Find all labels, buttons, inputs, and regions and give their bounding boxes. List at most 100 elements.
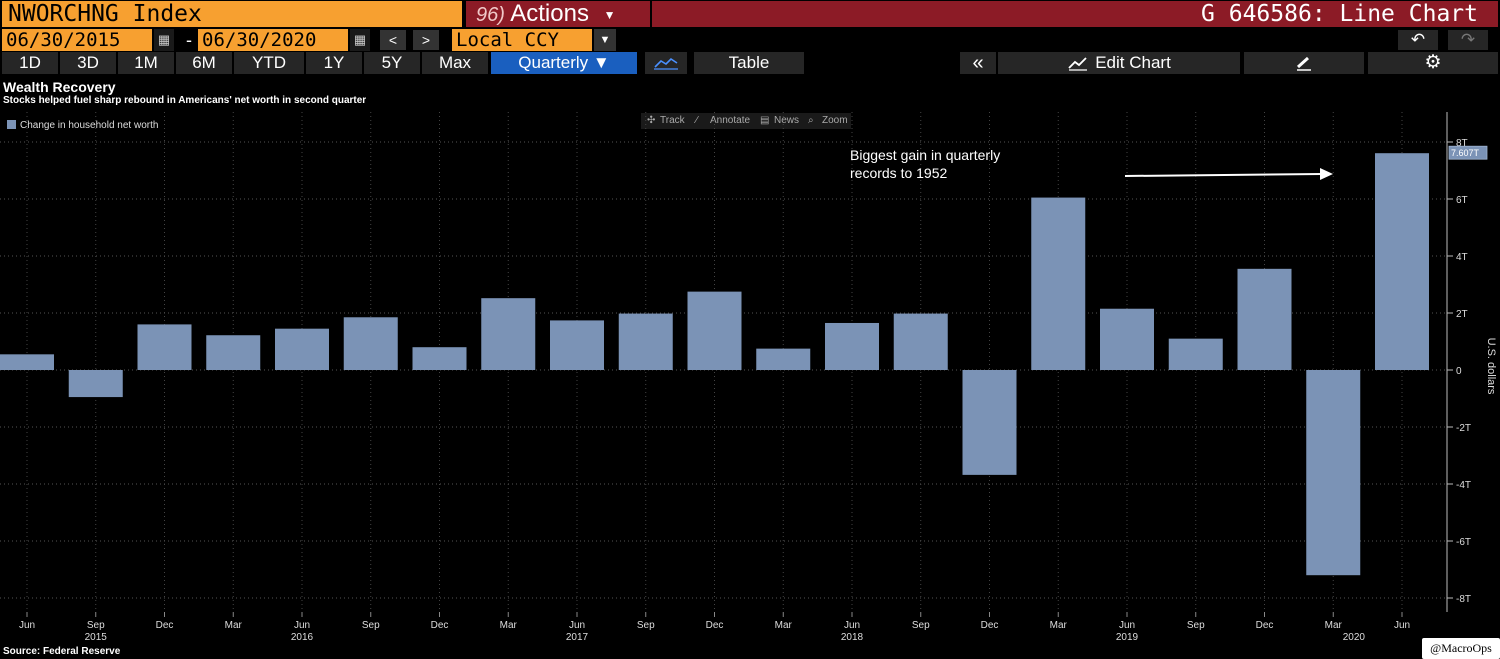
y-axis-label: U.S. dollars bbox=[1485, 338, 1497, 395]
annotation-line-2: records to 1952 bbox=[850, 165, 947, 181]
y-tick-label: -2T bbox=[1456, 423, 1471, 434]
bar-sep-2015 bbox=[68, 370, 123, 398]
legend-swatch bbox=[7, 120, 16, 129]
y-tick-label: -6T bbox=[1456, 537, 1471, 548]
track-button[interactable]: Track bbox=[660, 115, 685, 126]
chevron-down-icon: ▼ bbox=[603, 7, 616, 22]
gear-icon[interactable]: ⚙ bbox=[1368, 52, 1498, 74]
actions-number: 96) bbox=[476, 4, 505, 26]
x-tick-label: Jun bbox=[844, 620, 860, 631]
x-tick-label: Jun bbox=[19, 620, 35, 631]
period-ytd-button[interactable]: YTD bbox=[234, 52, 304, 74]
bar-jun-2019 bbox=[1100, 308, 1154, 370]
title-bar: NWORCHNG Index 96) Actions ▼ G 646586: L… bbox=[0, 0, 1500, 28]
pencil-icon[interactable] bbox=[1244, 52, 1364, 74]
end-date-field[interactable]: 06/30/2020 bbox=[198, 29, 348, 51]
news-icon[interactable]: ▤ bbox=[760, 115, 770, 126]
x-tick-label: Mar bbox=[1325, 620, 1343, 631]
credit-watermark: @MacroOps bbox=[1422, 638, 1500, 659]
y-tick-label: 6T bbox=[1456, 195, 1468, 206]
undo-button[interactable]: ↶ bbox=[1398, 30, 1438, 50]
chevron-down-icon[interactable]: ▼ bbox=[594, 29, 616, 51]
period-1d-button[interactable]: 1D bbox=[2, 52, 58, 74]
x-tick-label: Mar bbox=[225, 620, 243, 631]
y-tick-label: 2T bbox=[1456, 309, 1468, 320]
x-tick-label: Mar bbox=[775, 620, 793, 631]
y-tick-label: 8T bbox=[1456, 138, 1468, 149]
frequency-select[interactable]: Quarterly ▼ bbox=[491, 52, 637, 74]
period-6m-button[interactable]: 6M bbox=[176, 52, 232, 74]
bar-jun-2020 bbox=[1375, 153, 1429, 370]
bar-dec-2019 bbox=[1237, 268, 1292, 370]
legend: Change in household net worth bbox=[7, 120, 158, 131]
x-year-label: 2019 bbox=[1116, 632, 1139, 643]
start-date-field[interactable]: 06/30/2015 bbox=[2, 29, 152, 51]
period-1y-button[interactable]: 1Y bbox=[306, 52, 362, 74]
x-tick-label: Dec bbox=[706, 620, 724, 631]
date-range-bar: 06/30/2015 ▦ - 06/30/2020 ▦ < > Local CC… bbox=[0, 29, 1500, 51]
news-button[interactable]: News bbox=[774, 115, 800, 126]
bar-sep-2019 bbox=[1168, 338, 1223, 370]
line-chart-icon[interactable] bbox=[645, 52, 687, 74]
x-tick-label: Sep bbox=[362, 620, 380, 631]
source-note: Source: Federal Reserve bbox=[3, 646, 121, 657]
x-tick-label: Sep bbox=[637, 620, 655, 631]
next-period-button[interactable]: > bbox=[413, 30, 439, 50]
bar-jun-2018 bbox=[825, 322, 879, 370]
bar-jun-2015 bbox=[0, 354, 54, 370]
x-tick-label: Sep bbox=[912, 620, 930, 631]
calendar-icon[interactable]: ▦ bbox=[154, 29, 174, 51]
annotate-button[interactable]: Annotate bbox=[710, 115, 751, 126]
x-tick-label: Jun bbox=[569, 620, 585, 631]
y-tick-label: -8T bbox=[1456, 594, 1471, 605]
bar-jun-2017 bbox=[550, 320, 604, 370]
previous-period-button[interactable]: < bbox=[380, 30, 406, 50]
x-tick-label: Mar bbox=[1050, 620, 1068, 631]
x-year-label: 2017 bbox=[566, 632, 589, 643]
annotation-arrowhead bbox=[1320, 168, 1333, 180]
last-value-label: 7.607T bbox=[1451, 148, 1480, 158]
bar-dec-2018 bbox=[962, 370, 1017, 475]
bar-mar-2017 bbox=[481, 298, 536, 370]
y-tick-label: 0 bbox=[1456, 366, 1462, 377]
x-tick-label: Sep bbox=[87, 620, 105, 631]
x-year-label: 2020 bbox=[1343, 632, 1366, 643]
bar-jun-2016 bbox=[275, 328, 329, 370]
chart-tools: ✣ Track ∕ Annotate ▤ News ⌕ Zoom bbox=[641, 113, 851, 129]
edit-chart-label: Edit Chart bbox=[1095, 53, 1171, 72]
date-separator: - bbox=[186, 30, 192, 50]
bar-sep-2016 bbox=[343, 317, 398, 370]
ticker-field[interactable]: NWORCHNG Index bbox=[2, 1, 462, 27]
period-3d-button[interactable]: 3D bbox=[60, 52, 116, 74]
zoom-icon[interactable]: ⌕ bbox=[808, 115, 814, 126]
edit-chart-button[interactable]: Edit Chart bbox=[998, 52, 1240, 74]
bar-mar-2018 bbox=[756, 348, 811, 370]
x-year-label: 2018 bbox=[841, 632, 864, 643]
x-tick-label: Dec bbox=[1256, 620, 1274, 631]
zoom-button[interactable]: Zoom bbox=[822, 115, 848, 126]
period-max-button[interactable]: Max bbox=[422, 52, 488, 74]
bar-sep-2017 bbox=[618, 313, 673, 370]
x-year-label: 2015 bbox=[85, 632, 108, 643]
redo-button[interactable]: ↷ bbox=[1448, 30, 1488, 50]
table-button[interactable]: Table bbox=[694, 52, 804, 74]
actions-menu[interactable]: 96) Actions ▼ bbox=[466, 1, 650, 27]
track-icon[interactable]: ✣ bbox=[647, 115, 656, 126]
x-tick-label: Mar bbox=[500, 620, 518, 631]
currency-select[interactable]: Local CCY bbox=[452, 29, 592, 51]
toolbar: 1D 3D 1M 6M YTD 1Y 5Y Max Quarterly ▼ Ta… bbox=[0, 52, 1500, 74]
annotate-icon[interactable]: ∕ bbox=[696, 115, 698, 126]
x-tick-label: Jun bbox=[1119, 620, 1135, 631]
bar-dec-2017 bbox=[687, 291, 742, 370]
x-tick-label: Dec bbox=[431, 620, 449, 631]
bar-mar-2019 bbox=[1031, 197, 1086, 370]
calendar-icon[interactable]: ▦ bbox=[350, 29, 370, 51]
window-title: G 646586: Line Chart bbox=[652, 1, 1498, 27]
collapse-icon[interactable]: « bbox=[960, 52, 996, 74]
period-1m-button[interactable]: 1M bbox=[118, 52, 174, 74]
period-5y-button[interactable]: 5Y bbox=[364, 52, 420, 74]
legend-label: Change in household net worth bbox=[20, 120, 159, 131]
actions-label: Actions bbox=[510, 0, 589, 27]
y-tick-label: 4T bbox=[1456, 252, 1468, 263]
